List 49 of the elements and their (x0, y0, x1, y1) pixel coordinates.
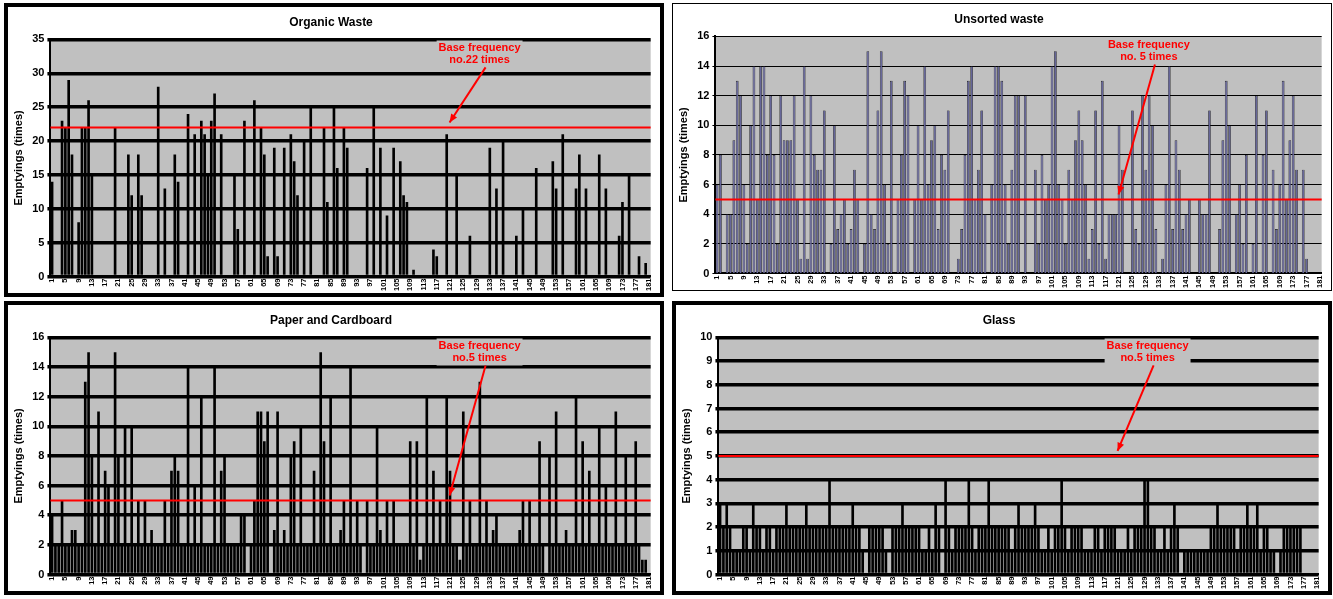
y-tick-label: 14 (32, 360, 46, 373)
y-tick-label: 8 (706, 377, 713, 390)
chart-title: Unsorted waste (954, 11, 1044, 26)
chart-title: Paper and Cardboard (269, 312, 393, 327)
ref-line-label: Base frequency no. 5 times (1107, 37, 1191, 62)
y-tick-label: 5 (706, 448, 713, 461)
y-axis-title: Emptyings (times) (11, 109, 24, 206)
y-axis-title: Emptyings (times) (676, 106, 689, 203)
y-tick-label: 12 (32, 389, 45, 402)
y-tick-label: 10 (700, 330, 713, 343)
ref-line-label: Base frequency no.5 times (1106, 338, 1190, 363)
y-tick-label: 14 (697, 59, 711, 72)
chart-title: Organic Waste (289, 14, 374, 29)
y-tick-label: 10 (32, 201, 45, 214)
y-tick-label: 1 (706, 543, 713, 556)
y-tick-label: 35 (32, 32, 45, 45)
y-tick-label: 0 (38, 567, 45, 580)
y-tick-label: 9 (706, 354, 713, 367)
y-tick-label: 2 (703, 236, 710, 249)
y-tick-label: 6 (38, 478, 45, 491)
y-tick-label: 0 (38, 269, 45, 282)
y-tick-label: 6 (703, 177, 710, 190)
y-tick-label: 10 (32, 419, 45, 432)
y-tick-label: 8 (703, 147, 710, 160)
y-tick-label: 25 (32, 100, 45, 113)
ref-line-label: Base frequency no.5 times (438, 338, 522, 363)
y-tick-label: 20 (32, 134, 45, 147)
y-tick-label: 2 (38, 537, 45, 550)
y-tick-label: 10 (697, 118, 710, 131)
y-tick-label: 7 (706, 401, 713, 414)
y-tick-label: 4 (703, 207, 711, 220)
y-tick-label: 4 (38, 508, 46, 521)
y-axis-title: Emptyings (times) (679, 407, 692, 504)
y-axis-title: Emptyings (times) (11, 407, 24, 504)
ref-line-label: Base frequency no.22 times (438, 40, 522, 65)
y-tick-label: 6 (706, 425, 713, 438)
y-tick-label: 5 (38, 235, 45, 248)
chart-title: Glass (982, 312, 1016, 327)
y-tick-label: 4 (706, 472, 714, 485)
y-tick-label: 16 (32, 330, 45, 343)
y-tick-label: 0 (703, 266, 710, 279)
y-tick-label: 30 (32, 66, 45, 79)
y-tick-label: 15 (32, 167, 45, 180)
y-tick-label: 3 (706, 496, 713, 509)
y-tick-label: 16 (697, 29, 710, 42)
y-tick-label: 2 (706, 520, 713, 533)
y-tick-label: 12 (697, 88, 710, 101)
y-tick-label: 0 (706, 567, 713, 580)
y-tick-label: 8 (38, 448, 45, 461)
